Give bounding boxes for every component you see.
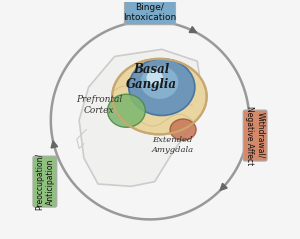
- Polygon shape: [51, 141, 58, 148]
- FancyBboxPatch shape: [243, 110, 267, 161]
- Polygon shape: [79, 49, 202, 186]
- Ellipse shape: [141, 66, 178, 99]
- FancyBboxPatch shape: [124, 1, 176, 25]
- Ellipse shape: [112, 59, 207, 134]
- Text: Withdrawal/
Negative Affect: Withdrawal/ Negative Affect: [245, 106, 265, 165]
- Text: Prefrontal
Cortex: Prefrontal Cortex: [76, 95, 122, 114]
- Text: Preoccupation/
Anticipation: Preoccupation/ Anticipation: [35, 153, 55, 210]
- Ellipse shape: [107, 94, 145, 127]
- Text: Basal
Ganglia: Basal Ganglia: [126, 63, 177, 91]
- Text: Binge/
Intoxication: Binge/ Intoxication: [123, 3, 177, 22]
- Ellipse shape: [129, 59, 195, 115]
- Text: Extended
Amygdala: Extended Amygdala: [152, 136, 194, 154]
- Ellipse shape: [170, 119, 196, 140]
- Ellipse shape: [146, 71, 163, 85]
- Polygon shape: [189, 27, 197, 33]
- FancyBboxPatch shape: [33, 156, 57, 207]
- Polygon shape: [220, 183, 227, 190]
